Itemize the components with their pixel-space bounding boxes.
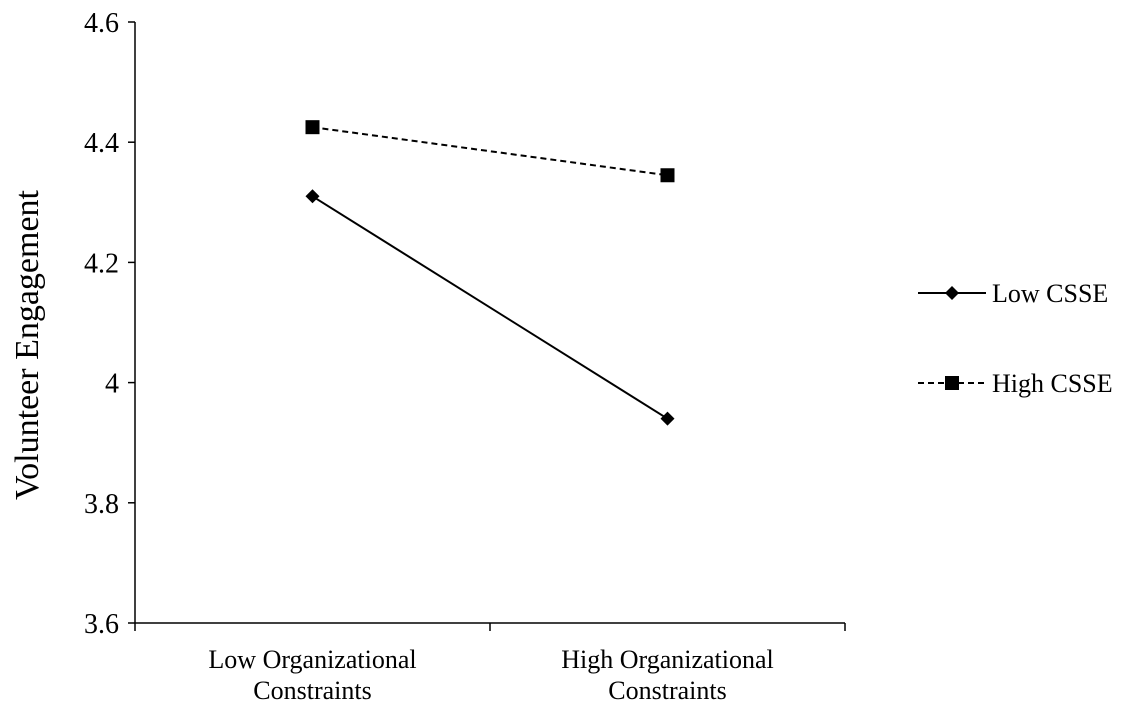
legend-marker-high-csse — [945, 376, 959, 390]
y-tick-label: 3.6 — [84, 609, 119, 640]
y-tick-label: 4.6 — [84, 8, 119, 39]
legend-marker-low-csse — [945, 286, 959, 300]
y-tick-label: 3.8 — [84, 489, 119, 520]
data-point-low-csse — [305, 189, 320, 204]
y-tick-label: 4.4 — [84, 128, 119, 159]
data-point-high-csse — [305, 120, 320, 135]
y-tick-label: 4.2 — [84, 248, 119, 279]
series-line-low-csse — [311, 195, 669, 420]
legend: Low CSSE High CSSE — [918, 279, 1113, 398]
legend-label-high-csse: High CSSE — [992, 369, 1113, 398]
data-point-high-csse — [660, 168, 675, 183]
y-tick-label: 4 — [105, 369, 119, 400]
series-line-high-csse — [312, 126, 668, 177]
plot-area: 3.6 3.8 4 4.2 4.4 4.6 Low Organizational Constr… — [84, 8, 846, 705]
legend-label-low-csse: Low CSSE — [992, 279, 1108, 308]
x-category-label: High Organizational Constraints — [561, 645, 774, 705]
x-category-label: Low Organizational Constraints — [208, 645, 416, 705]
y-axis-title: Volunteer Engagement — [9, 189, 46, 500]
data-point-low-csse — [660, 411, 675, 426]
